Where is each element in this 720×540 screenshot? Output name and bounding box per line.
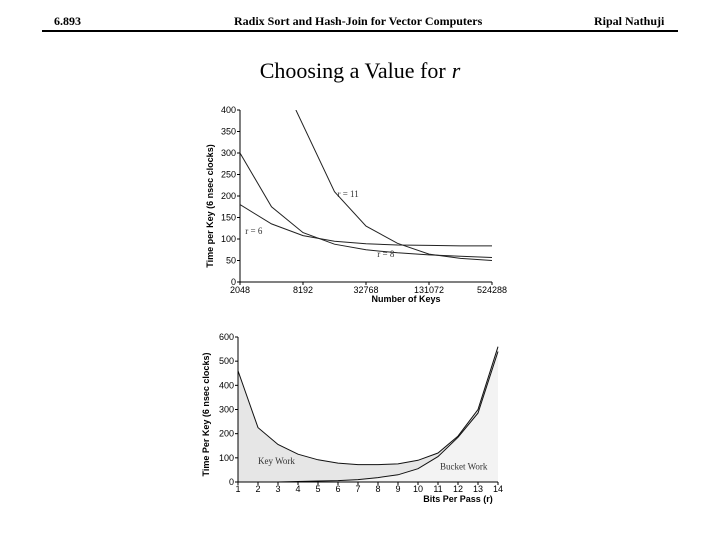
- series-label: r = 11: [337, 189, 358, 199]
- y-tick-label-1: 150: [221, 213, 236, 223]
- y-axis-title-2: Time Per Key (6 nsec clocks): [201, 353, 211, 477]
- x-tick-label-2: 2: [255, 484, 260, 494]
- x-axis-title-2: Bits Per Pass (r): [423, 494, 493, 504]
- y-tick-label-1: 0: [231, 277, 236, 287]
- series-line: [295, 110, 492, 261]
- x-tick-label-2: 3: [275, 484, 280, 494]
- author-name: Ripal Nathuji: [594, 14, 665, 28]
- slide-header-topic: Radix Sort and Hash-Join for Vector Comp…: [234, 14, 483, 28]
- x-tick-label-2: 13: [473, 484, 483, 494]
- series-label: r = 6: [245, 226, 263, 236]
- course-number: 6.893: [54, 14, 81, 28]
- x-tick-label-2: 4: [295, 484, 300, 494]
- x-tick-label-2: 12: [453, 484, 463, 494]
- y-tick-label-2: 500: [219, 356, 234, 366]
- y-tick-label-2: 600: [219, 332, 234, 342]
- x-tick-label-2: 9: [395, 484, 400, 494]
- x-axis-title-1: Number of Keys: [371, 294, 440, 304]
- chart-keys-vs-time: 0 50 100 150 200 250 300 350 400 2048 8192 32768 131…: [205, 105, 507, 304]
- slide-title: Choosing a Value for r: [0, 58, 720, 84]
- y-tick-label-1: 300: [221, 148, 236, 158]
- x-tick-label-2: 10: [413, 484, 423, 494]
- y-tick-label-2: 100: [219, 453, 234, 463]
- x-tick-label-2: 14: [493, 484, 503, 494]
- series-label-key-work: Key Work: [258, 456, 295, 466]
- y-tick-label-1: 200: [221, 191, 236, 201]
- key-work-area: [238, 346, 498, 482]
- x-tick-label-2: 8: [375, 484, 380, 494]
- series-line: [240, 204, 492, 247]
- y-tick-label-1: 50: [226, 256, 236, 266]
- y-tick-label-2: 200: [219, 429, 234, 439]
- y-tick-label-2: 400: [219, 380, 234, 390]
- x-tick-label-1: 8192: [293, 285, 313, 295]
- x-tick-label-2: 11: [433, 484, 442, 494]
- y-tick-label-1: 400: [221, 105, 236, 115]
- y-tick-label-1: 100: [221, 234, 236, 244]
- slide-title-text: Choosing a Value for: [259, 58, 446, 83]
- bucket-work-area: [238, 351, 498, 482]
- y-axis-title-1: Time per Key (6 nsec clocks): [205, 144, 215, 267]
- y-tick-label-2: 0: [229, 477, 234, 487]
- series-line: [240, 152, 492, 258]
- y-tick-label-1: 350: [221, 127, 236, 137]
- x-tick-label-1: 2048: [230, 285, 250, 295]
- y-tick-label-1: 250: [221, 170, 236, 180]
- x-tick-label-2: 6: [335, 484, 340, 494]
- x-tick-label-1: 32768: [353, 285, 378, 295]
- x-tick-label-2: 7: [355, 484, 360, 494]
- x-tick-label-2: 1: [235, 484, 240, 494]
- x-tick-label-1: 131072: [414, 285, 444, 295]
- y-tick-label-2: 300: [219, 405, 234, 415]
- slide-title-variable: r: [451, 58, 461, 83]
- series-label: r = 8: [377, 249, 395, 259]
- key-work-line: [237, 346, 499, 466]
- series-label-bucket-work: Bucket Work: [440, 461, 488, 471]
- header-divider: [42, 30, 678, 32]
- x-tick-label-2: 5: [315, 484, 320, 494]
- x-tick-label-1: 524288: [477, 285, 507, 295]
